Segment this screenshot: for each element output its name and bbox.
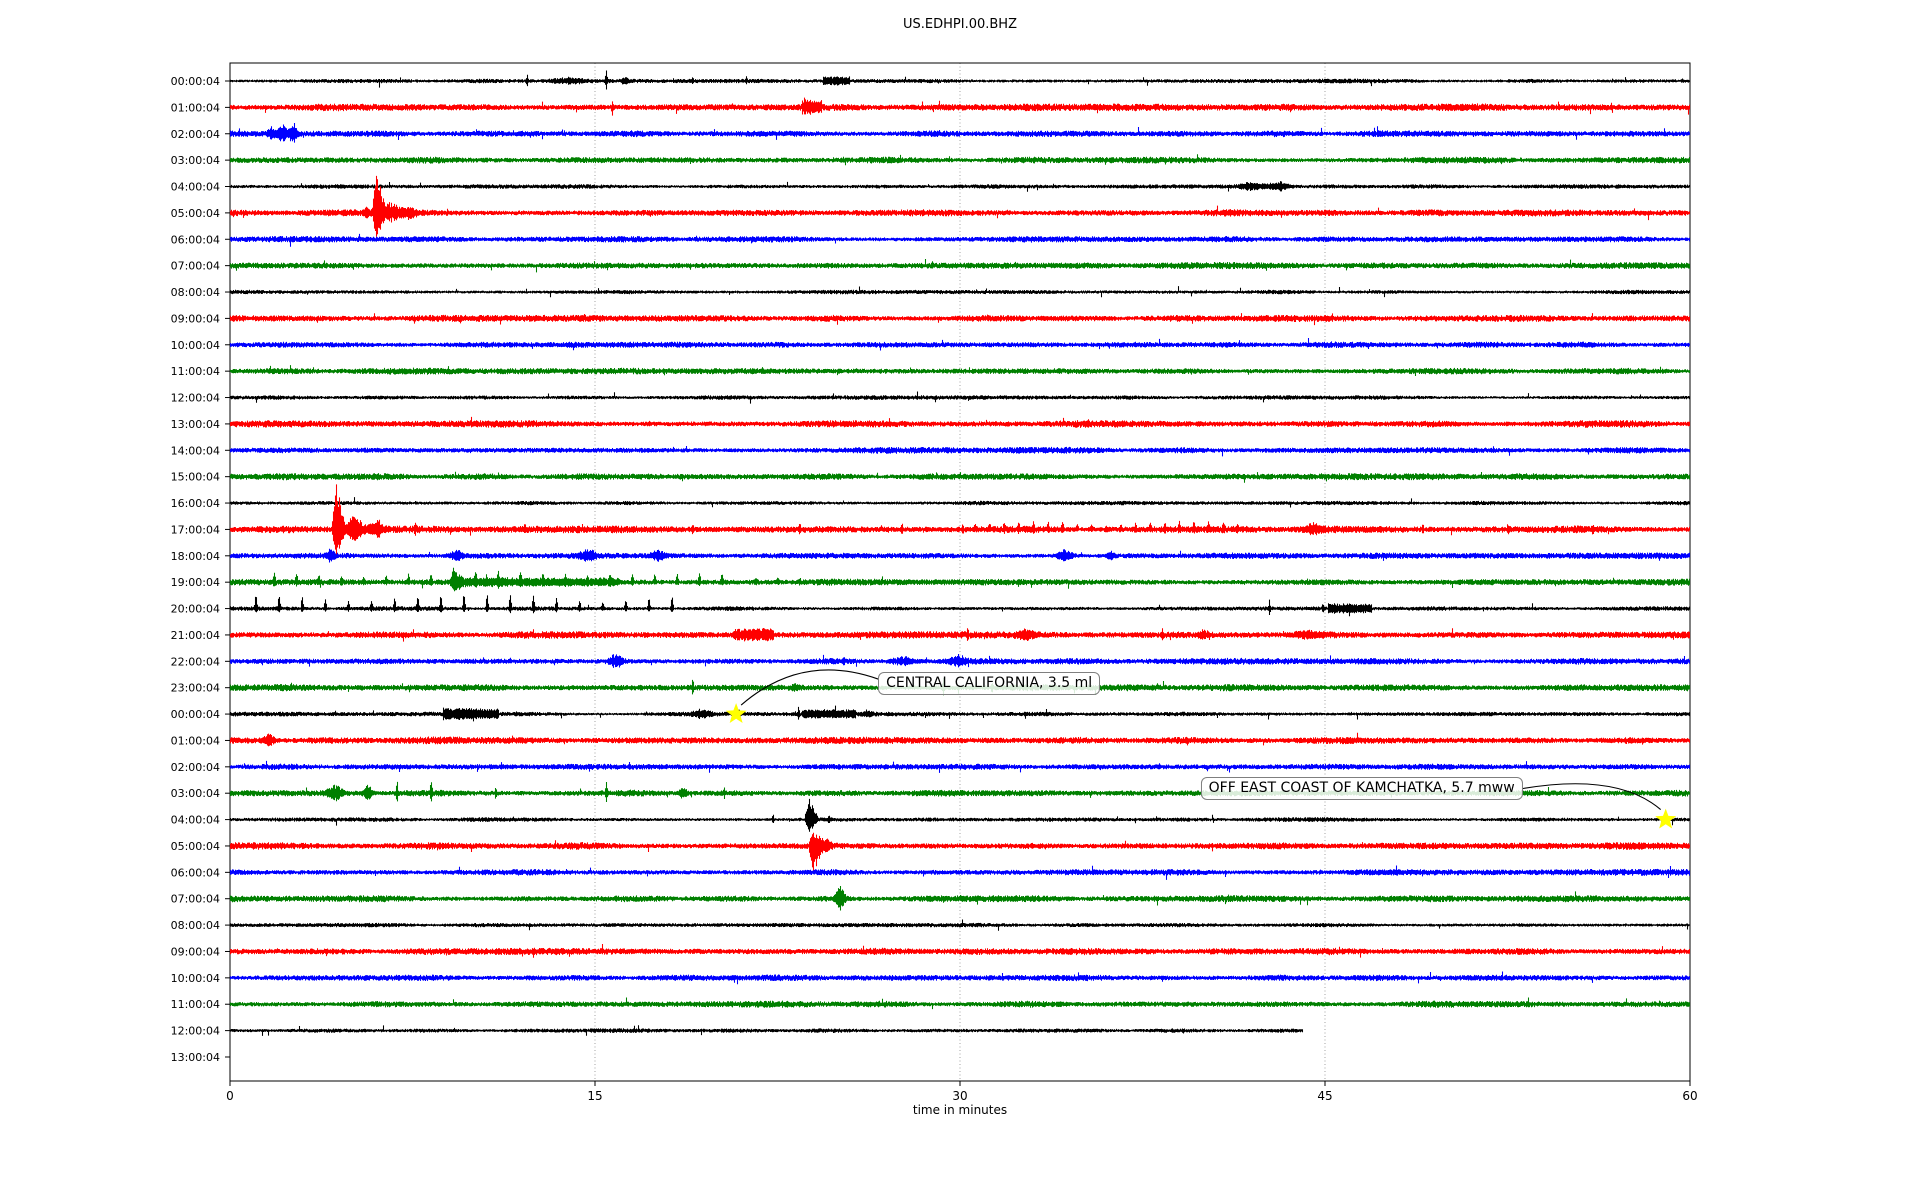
y-axis-label: 12:00:04 xyxy=(171,1025,220,1038)
y-axis-label: 04:00:04 xyxy=(171,814,220,827)
trace-row-15 xyxy=(229,471,1691,483)
y-axis-label: 20:00:04 xyxy=(171,603,220,616)
trace-row-21 xyxy=(229,628,1691,642)
y-axis-label: 15:00:04 xyxy=(171,471,220,484)
trace-row-12 xyxy=(229,391,1691,404)
annotation-arrow xyxy=(1522,783,1662,811)
trace-row-20 xyxy=(229,595,1691,617)
trace-row-5 xyxy=(229,175,1691,237)
y-axis-label: 21:00:04 xyxy=(171,629,220,642)
y-axis-label: 22:00:04 xyxy=(171,655,220,668)
y-axis-label: 05:00:04 xyxy=(171,207,220,220)
trace-row-16 xyxy=(229,497,1691,508)
trace-row-7 xyxy=(229,259,1691,273)
y-axis-label: 00:00:04 xyxy=(171,708,220,721)
y-axis-label: 19:00:04 xyxy=(171,576,220,589)
trace-row-14 xyxy=(229,446,1691,457)
y-axis-label: 03:00:04 xyxy=(171,154,220,167)
y-axis-label: 06:00:04 xyxy=(171,866,220,879)
trace-row-29 xyxy=(229,832,1691,871)
trace-row-17 xyxy=(229,484,1691,558)
y-axis-label: 01:00:04 xyxy=(171,734,220,747)
trace-row-34 xyxy=(229,971,1691,985)
y-axis-label: 00:00:04 xyxy=(171,75,220,88)
trace-row-32 xyxy=(229,919,1691,931)
x-axis-label: time in minutes xyxy=(912,1103,1008,1117)
trace-row-6 xyxy=(229,233,1691,247)
trace-row-25 xyxy=(229,732,1691,747)
x-tick-label: 60 xyxy=(1682,1089,1697,1103)
plot-title: US.EDHPI.00.BHZ xyxy=(903,17,1017,32)
y-axis-label: 12:00:04 xyxy=(171,392,220,405)
trace-row-30 xyxy=(229,865,1691,880)
trace-row-19 xyxy=(229,567,1691,592)
trace-row-36 xyxy=(229,1025,1304,1036)
trace-row-33 xyxy=(229,944,1691,958)
y-axis-label: 07:00:04 xyxy=(171,260,220,273)
y-axis-label: 03:00:04 xyxy=(171,787,220,800)
trace-row-9 xyxy=(229,313,1691,326)
trace-row-24 xyxy=(229,705,1691,722)
y-axis-label: 09:00:04 xyxy=(171,312,220,325)
annotation-central-california: CENTRAL CALIFORNIA, 3.5 ml xyxy=(878,672,1101,696)
trace-row-28 xyxy=(229,798,1691,832)
y-axis-label: 13:00:04 xyxy=(171,1051,220,1064)
trace-row-10 xyxy=(229,338,1691,351)
y-axis-label: 13:00:04 xyxy=(171,418,220,431)
y-axis-label: 10:00:04 xyxy=(171,339,220,352)
trace-row-8 xyxy=(229,286,1691,298)
trace-row-35 xyxy=(229,997,1691,1010)
trace-row-3 xyxy=(229,154,1691,166)
annotation-kamchatka: OFF EAST COAST OF KAMCHATKA, 5.7 mww xyxy=(1200,776,1523,800)
y-axis-label: 01:00:04 xyxy=(171,101,220,114)
trace-row-0 xyxy=(229,70,1691,90)
trace-row-11 xyxy=(229,365,1691,376)
y-axis-label: 10:00:04 xyxy=(171,972,220,985)
y-axis-label: 02:00:04 xyxy=(171,761,220,774)
y-axis-label: 17:00:04 xyxy=(171,523,220,536)
y-axis-label: 14:00:04 xyxy=(171,444,220,457)
y-axis-label: 07:00:04 xyxy=(171,893,220,906)
trace-row-1 xyxy=(229,97,1691,116)
y-axis-label: 04:00:04 xyxy=(171,181,220,194)
y-axis-label: 08:00:04 xyxy=(171,286,220,299)
trace-row-26 xyxy=(229,760,1691,773)
y-axis-label: 06:00:04 xyxy=(171,233,220,246)
y-axis-label: 09:00:04 xyxy=(171,945,220,958)
trace-row-4 xyxy=(229,181,1691,192)
trace-row-31 xyxy=(229,886,1691,911)
x-tick-label: 15 xyxy=(587,1089,602,1103)
y-axis-label: 11:00:04 xyxy=(171,365,220,378)
trace-row-22 xyxy=(229,654,1691,668)
x-tick-label: 0 xyxy=(226,1089,234,1103)
y-axis-label: 11:00:04 xyxy=(171,998,220,1011)
event-star-icon xyxy=(1655,808,1677,829)
x-tick-label: 30 xyxy=(952,1089,967,1103)
trace-row-13 xyxy=(229,416,1691,428)
trace-row-2 xyxy=(229,123,1691,143)
event-star-icon xyxy=(725,703,747,723)
x-tick-label: 45 xyxy=(1317,1089,1332,1103)
y-axis-label: 18:00:04 xyxy=(171,550,220,563)
y-axis-label: 02:00:04 xyxy=(171,128,220,141)
y-axis-label: 23:00:04 xyxy=(171,682,220,695)
y-axis-label: 05:00:04 xyxy=(171,840,220,853)
y-axis-label: 08:00:04 xyxy=(171,919,220,932)
annotation-arrow xyxy=(740,669,879,706)
trace-row-18 xyxy=(229,548,1691,563)
y-axis-label: 16:00:04 xyxy=(171,497,220,510)
